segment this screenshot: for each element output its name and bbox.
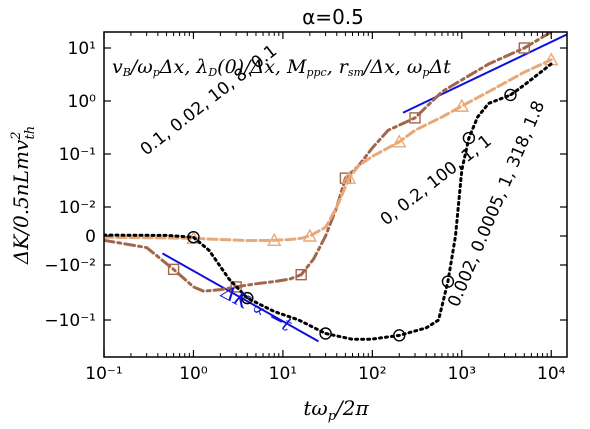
data-point <box>441 275 455 288</box>
data-point-center <box>398 334 401 337</box>
data-point <box>230 281 242 293</box>
data-point-center <box>509 93 512 97</box>
legend-header: vB/ωpΔx, λD(0)/Δx, Mppc, rsm/Δx, ωpΔt <box>112 56 451 79</box>
tick-group: 10⁻¹ 10⁰ 10¹ 10² 10³ 10⁴ −10⁻¹ −10⁻² 0 10⁻² 10⁻¹ 10… <box>44 32 567 384</box>
y-tick-label: 10¹ <box>68 39 96 59</box>
data-point <box>454 98 469 112</box>
data-point <box>518 42 531 54</box>
svg-text:ΔK/0.5nLmv2th: ΔK/0.5nLmv2th <box>9 126 38 265</box>
data-point <box>241 291 254 305</box>
chart-title: α=0.5 <box>302 5 364 29</box>
series-line <box>104 58 553 243</box>
data-point <box>504 88 517 102</box>
y-tick-label: 10⁰ <box>68 92 97 112</box>
data-point <box>167 263 180 276</box>
y-tick-label: 0 <box>85 227 96 247</box>
data-point <box>392 134 407 148</box>
y-tick-label: −10⁻¹ <box>44 311 96 331</box>
x-tick-label: 10³ <box>448 364 476 384</box>
annotation: 0.1, 0.02, 10, 8, 0.1 <box>137 41 281 160</box>
data-point <box>187 230 200 244</box>
annotation: ΔK ∝ −t <box>217 281 296 337</box>
data-point <box>295 268 307 281</box>
x-tick-label: 10⁰ <box>179 364 208 384</box>
x-tick-label: 10² <box>358 364 386 384</box>
x-axis-label: tωp/2π <box>303 396 369 424</box>
data-point-center <box>192 235 195 239</box>
data-point-center <box>324 332 327 335</box>
y-tick-label: −10⁻² <box>44 256 96 276</box>
data-point-center <box>467 136 471 140</box>
y-tick-label: 10⁻¹ <box>59 145 96 165</box>
x-tick-label: 10⁻¹ <box>85 364 122 384</box>
data-point <box>409 112 421 124</box>
data-point <box>302 228 318 242</box>
y-tick-label: 10⁻² <box>59 198 96 218</box>
plot-area <box>104 32 567 343</box>
series-line <box>104 32 553 293</box>
data-point-center <box>446 280 450 283</box>
plot-frame <box>103 31 568 358</box>
data-point <box>393 329 406 342</box>
data-point-center <box>246 296 249 300</box>
x-tick-label: 10⁴ <box>537 364 566 384</box>
data-point <box>462 131 476 145</box>
data-point <box>341 170 357 184</box>
x-tick-label: 10¹ <box>269 364 297 384</box>
series-line <box>104 62 553 341</box>
reference-line <box>161 252 319 343</box>
data-point <box>319 327 332 340</box>
y-axis-label: ΔK/0.5nLmv2th <box>9 126 38 265</box>
reference-line <box>402 33 567 114</box>
data-point <box>267 232 282 247</box>
